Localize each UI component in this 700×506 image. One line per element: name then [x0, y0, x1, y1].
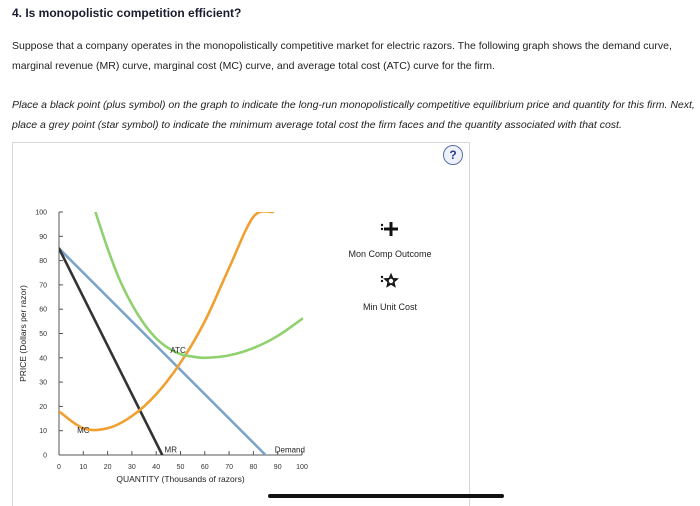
plus-icon[interactable] — [380, 222, 398, 236]
series-mr-curve — [59, 247, 164, 455]
x-tick-label: 60 — [201, 464, 209, 471]
x-tick-label: 90 — [274, 464, 282, 471]
y-tick-label: 60 — [39, 307, 47, 314]
question-intro: Suppose that a company operates in the m… — [12, 36, 692, 76]
curve-label-demand: Demand — [275, 446, 305, 455]
y-tick-label: 100 — [35, 210, 47, 217]
series-demand-curve — [59, 247, 267, 455]
y-tick-label: 70 — [39, 282, 47, 289]
y-tick-label: 0 — [43, 453, 47, 460]
x-tick-label: 0 — [57, 464, 61, 471]
series-atc-curve — [94, 212, 304, 360]
x-tick-label: 10 — [79, 464, 87, 471]
y-tick-label: 10 — [39, 428, 47, 435]
instruction-line: Place a black point (plus symbol) on the… — [12, 99, 695, 111]
y-tick-label: 40 — [39, 355, 47, 362]
x-tick-label: 50 — [177, 464, 185, 471]
intro-line: Suppose that a company operates in the m… — [12, 40, 672, 52]
y-tick-label: 90 — [39, 234, 47, 241]
x-tick-label: 80 — [250, 464, 258, 471]
x-tick-label: 20 — [104, 464, 112, 471]
mon-comp-outcome-label: Mon Comp Outcome — [348, 249, 432, 259]
question-title: 4. Is monopolistic competition efficient… — [12, 6, 242, 20]
help-button[interactable]: ? — [443, 145, 463, 165]
series-mc-curve — [59, 212, 275, 432]
curve-label-mc: MC — [77, 426, 90, 435]
y-tick-label: 50 — [39, 331, 47, 338]
y-tick-label: 30 — [39, 380, 47, 387]
graph-panel — [12, 142, 470, 506]
y-tick-label: 20 — [39, 404, 47, 411]
x-axis-title: QUANTITY (Thousands of razors) — [116, 474, 244, 484]
x-tick-label: 40 — [152, 464, 160, 471]
min-unit-cost-label: Min Unit Cost — [362, 302, 417, 312]
x-tick-label: 70 — [225, 464, 233, 471]
x-tick-label: 100 — [296, 464, 308, 471]
curve-label-atc: ATC — [170, 346, 186, 355]
y-axis-title: PRICE (Dollars per razor) — [18, 285, 28, 382]
question-instructions: Place a black point (plus symbol) on the… — [12, 95, 700, 135]
y-tick-label: 80 — [39, 258, 47, 265]
x-tick-label: 30 — [128, 464, 136, 471]
instruction-line: place a grey point (star symbol) to indi… — [12, 119, 622, 131]
horizontal-scrollbar[interactable] — [268, 494, 504, 498]
intro-line: marginal revenue (MR) curve, marginal co… — [12, 60, 495, 72]
curve-label-mr: MR — [165, 446, 178, 455]
star-icon[interactable] — [380, 272, 399, 288]
